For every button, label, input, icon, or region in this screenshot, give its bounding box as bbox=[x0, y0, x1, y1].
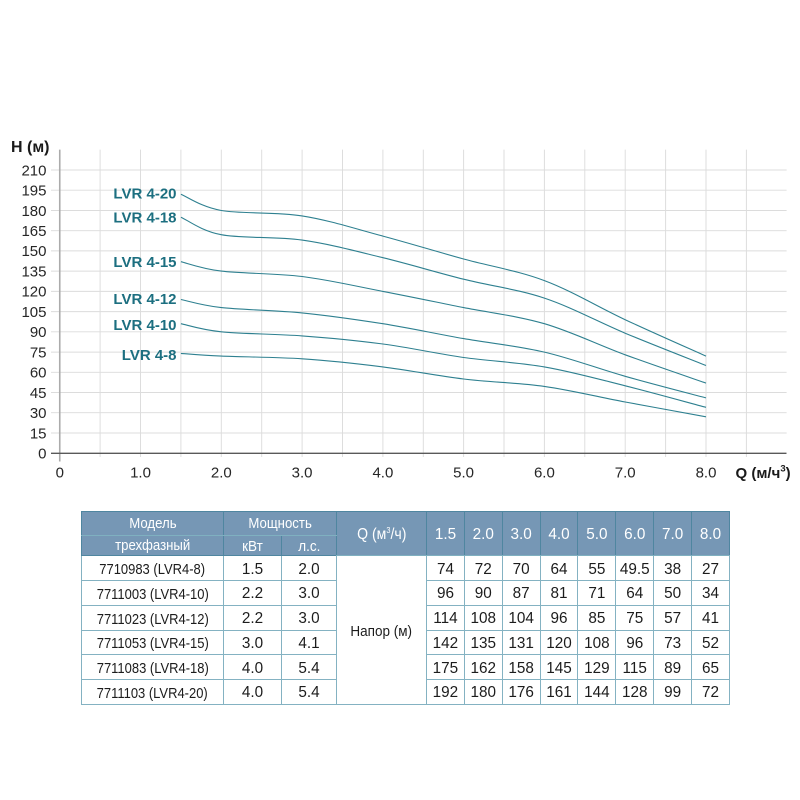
svg-text:0: 0 bbox=[38, 446, 46, 463]
svg-text:6.0: 6.0 bbox=[534, 465, 555, 482]
svg-text:8.0: 8.0 bbox=[696, 465, 717, 482]
svg-text:0: 0 bbox=[56, 465, 64, 482]
svg-text:120: 120 bbox=[21, 284, 46, 301]
svg-text:Q (м/ч3): Q (м/ч3) bbox=[736, 464, 791, 483]
svg-text:LVR 4-15: LVR 4-15 bbox=[113, 254, 176, 271]
svg-text:7.0: 7.0 bbox=[615, 465, 636, 482]
svg-text:165: 165 bbox=[21, 223, 46, 240]
svg-text:2.0: 2.0 bbox=[211, 465, 232, 482]
svg-text:H (м): H (м) bbox=[11, 139, 50, 156]
svg-text:3.0: 3.0 bbox=[292, 465, 313, 482]
svg-text:210: 210 bbox=[21, 162, 46, 179]
svg-text:1.0: 1.0 bbox=[130, 465, 151, 482]
svg-text:180: 180 bbox=[21, 203, 46, 220]
svg-text:LVR 4-8: LVR 4-8 bbox=[122, 347, 177, 364]
svg-text:75: 75 bbox=[30, 344, 47, 361]
svg-text:LVR 4-20: LVR 4-20 bbox=[113, 186, 176, 203]
svg-text:LVR 4-18: LVR 4-18 bbox=[113, 210, 176, 227]
svg-text:60: 60 bbox=[30, 365, 47, 382]
svg-text:15: 15 bbox=[30, 425, 47, 442]
svg-text:150: 150 bbox=[21, 243, 46, 260]
svg-text:45: 45 bbox=[30, 385, 47, 402]
svg-text:90: 90 bbox=[30, 324, 47, 341]
svg-text:4.0: 4.0 bbox=[372, 465, 393, 482]
svg-text:195: 195 bbox=[21, 183, 46, 200]
svg-text:105: 105 bbox=[21, 304, 46, 321]
svg-text:30: 30 bbox=[30, 405, 47, 422]
svg-text:135: 135 bbox=[21, 263, 46, 280]
svg-text:LVR 4-12: LVR 4-12 bbox=[113, 291, 176, 308]
svg-text:LVR 4-10: LVR 4-10 bbox=[113, 317, 176, 334]
svg-text:5.0: 5.0 bbox=[453, 465, 474, 482]
